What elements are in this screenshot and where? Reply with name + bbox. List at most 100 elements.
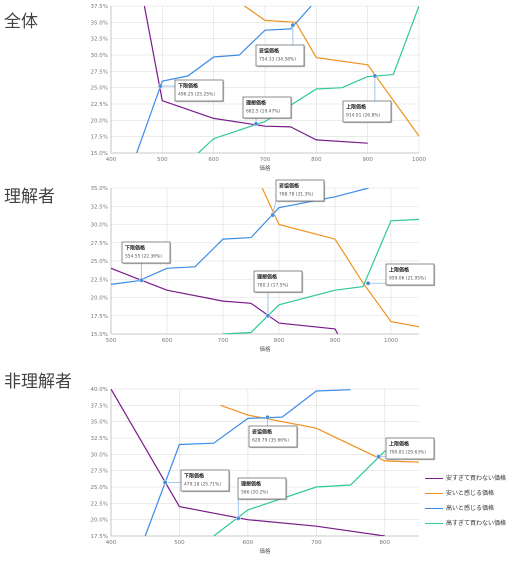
x-tick-label: 500 [157,157,168,163]
x-tick-label: 700 [311,540,322,546]
y-tick-label: 32.5% [91,436,108,442]
y-tick-label: 20.0% [91,518,108,524]
legend-swatch [425,478,443,479]
annotation-upper-limit-box [342,100,392,123]
annotation-compromise-title: 妥協価格 [252,429,273,436]
y-tick-label: 35.0% [91,420,108,426]
annotation-compromise-detail: 628.79 (35.66%) [252,438,289,444]
annotation-upper-limit-box [385,437,435,460]
annotation-lower-limit-point [139,277,144,283]
annotation-upper-limit-title: 上限価格 [346,104,367,111]
y-tick-label: 17.5% [91,314,108,320]
x-tick-label: 1000 [412,157,426,163]
y-tick-label: 17.5% [91,135,108,141]
annotation-ideal-detail: 780.3 (17.5%) [257,283,289,289]
annotation-lower-limit-detail: 479.18 (25.71%) [184,482,221,488]
legend-label: 安いと感じる価格 [446,490,495,497]
annotation-compromise-box [275,179,325,202]
y-tick-label: 25.0% [91,485,108,491]
x-tick-label: 400 [106,157,117,163]
legend-item-expensive: 高いと感じる価格 [425,502,521,515]
x-tick-label: 1000 [384,338,398,344]
x-tick-label: 600 [162,338,173,344]
annotation-lower-limit-title: 下限価格 [125,245,146,252]
x-axis-label: 価格 [259,164,271,172]
annotation-ideal-point [265,313,271,319]
x-tick-label: 600 [243,540,254,546]
annotation-ideal-box [237,477,287,500]
series-too-cheap-line [111,389,385,536]
legend-item-too-cheap: 安すぎて買わない価格 [425,472,521,485]
annotation-upper-limit-point [365,280,371,286]
y-tick-label: 37.5% [91,4,108,10]
annotation-lower-limit-box [180,469,230,492]
chart-legend: 安すぎて買わない価格 安いと感じる価格 高いと感じる価格 高すぎて買わない価格 [425,472,521,532]
y-tick-label: 32.5% [91,204,108,210]
x-tick-label: 700 [260,157,271,163]
series-cheap-line [220,404,419,463]
x-tick-label: 900 [362,157,373,163]
annotation-lower-limit-title: 下限価格 [184,473,205,480]
x-tick-label: 400 [106,540,117,546]
annotation-ideal-point [253,121,259,127]
y-tick-label: 17.5% [91,534,108,540]
legend-item-too-expensive: 高すぎて買わない価格 [425,517,521,530]
x-tick-label: 800 [274,338,285,344]
series-expensive-line [144,389,351,536]
annotation-compromise-box [248,425,298,448]
y-tick-label: 20.0% [91,296,108,302]
annotation-ideal-title: 理想価格 [241,481,262,488]
annotation-upper-limit-detail: 914.01 (26.8%) [346,113,380,119]
y-tick-label: 22.5% [91,102,108,108]
y-tick-label: 27.5% [91,69,108,75]
y-tick-label: 15.0% [91,151,108,157]
annotation-upper-limit-point [372,73,378,79]
y-tick-label: 30.0% [91,53,108,59]
y-tick-label: 35.0% [91,186,108,192]
y-tick-label: 25.0% [91,259,108,265]
x-tick-label: 800 [380,540,391,546]
legend-label: 高すぎて買わない価格 [446,520,507,527]
x-axis-label: 価格 [259,345,271,353]
annotation-ideal-detail: 682.5 (19.47%) [246,109,280,115]
annotation-ideal-detail: 586 (20.2%) [241,490,268,496]
x-tick-label: 500 [106,338,117,344]
y-tick-label: 30.0% [91,452,108,458]
series-too-expensive-line [222,218,419,334]
annotation-ideal-box [253,270,303,293]
annotation-lower-limit-point [162,479,168,485]
annotation-compromise-point [270,212,276,218]
annotation-lower-limit-title: 下限価格 [178,83,199,90]
legend-label: 安すぎて買わない価格 [446,475,507,482]
annotation-upper-limit-box [385,263,435,286]
series-cheap-line [261,188,419,328]
annotation-upper-limit-detail: 790.81 (29.63%) [389,450,426,456]
annotation-compromise-title: 妥協価格 [259,48,280,55]
annotation-compromise-detail: 788.78 (31.3%) [279,192,313,198]
annotation-upper-limit-point [376,454,381,460]
legend-swatch [425,508,443,509]
annotation-ideal-title: 理想価格 [246,100,267,107]
y-tick-label: 22.5% [91,501,108,507]
annotation-upper-limit-title: 上限価格 [389,267,410,274]
legend-item-cheap: 安いと感じる価格 [425,487,521,500]
y-tick-label: 27.5% [91,241,108,247]
y-tick-label: 15.0% [91,332,108,338]
annotation-upper-limit-detail: 959.06 (21.95%) [389,276,426,282]
x-axis-label: 価格 [259,547,271,555]
annotation-compromise-title: 妥協価格 [279,183,300,190]
y-tick-label: 40.0% [91,387,108,393]
annotation-lower-limit-box [174,79,224,102]
annotation-lower-limit-detail: 554.55 (22.36%) [125,254,162,260]
y-tick-label: 22.5% [91,277,108,283]
annotation-lower-limit-point [157,83,163,89]
annotation-upper-limit-title: 上限価格 [389,441,410,448]
legend-label: 高いと感じる価格 [446,505,495,512]
annotation-compromise-box [255,44,305,67]
annotation-compromise-detail: 754.33 (34.58%) [259,57,296,63]
series-expensive-line [136,6,312,153]
legend-swatch [425,493,443,494]
